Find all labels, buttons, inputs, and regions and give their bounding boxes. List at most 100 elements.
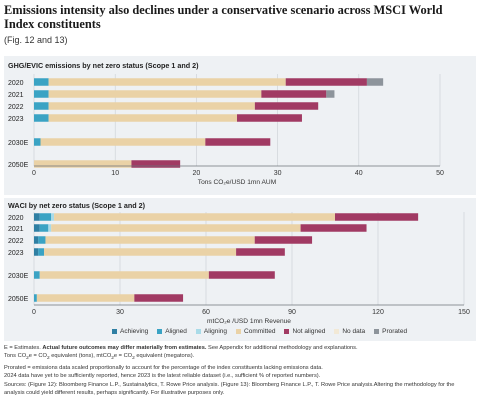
waci-x-axis-title: mtCO₂e /USD 1mn Revenue <box>207 318 291 325</box>
waci-bar-2020-achieving <box>34 213 40 221</box>
ghg-bar-2050e-not-aligned <box>131 160 181 168</box>
waci-bar-2020-aligned <box>39 213 52 221</box>
ghg-evic-chart-panel: GHG/EVIC emissions by net zero status (S… <box>4 56 476 195</box>
waci-chart-title: WACI by net zero status (Scope 1 and 2) <box>8 201 146 210</box>
waci-category-label-2022: 2022 <box>8 238 24 245</box>
ghg-category-label-2050e: 2050E <box>8 162 29 169</box>
waci-tick-label-120: 120 <box>372 309 384 316</box>
ghg-bar-2023-aligned <box>34 114 49 122</box>
waci-tick-label-90: 90 <box>288 309 296 316</box>
legend-label-committed: Committed <box>244 328 276 335</box>
waci-bar-2022-aligned <box>38 236 46 244</box>
ghg-bar-2021-prorated <box>326 90 335 98</box>
ghg-bar-2023-not-aligned <box>237 114 302 122</box>
ghg-category-label-2022: 2022 <box>8 104 24 111</box>
legend-label-prorated: Prorated <box>382 328 408 335</box>
ghg-bar-2022-committed <box>48 102 255 110</box>
waci-bar-2021-aligned <box>39 224 49 232</box>
legend-swatch-prorated <box>374 329 380 334</box>
waci-chart: WACI by net zero status (Scope 1 and 2) 2… <box>8 201 470 325</box>
ghg-bar-2022-aligned <box>34 102 49 110</box>
ghg-tick-label-50: 50 <box>436 170 444 177</box>
waci-tick-label-60: 60 <box>202 309 210 316</box>
waci-tick-label-150: 150 <box>458 309 470 316</box>
ghg-bar-2030e-aligned <box>34 138 41 146</box>
ghg-tick-label-40: 40 <box>355 170 363 177</box>
ghg-bar-2030e-not-aligned <box>205 138 271 146</box>
ghg-evic-chart: GHG/EVIC emissions by net zero status (S… <box>8 61 444 186</box>
footnote-prorated: Prorated = emissions data scaled proport… <box>4 364 323 371</box>
waci-bar-2023-not-aligned <box>236 248 285 256</box>
waci-bar-2020-aligning <box>51 213 55 221</box>
legend-swatch-committed <box>236 329 242 334</box>
waci-bar-2022-achieving <box>34 236 39 244</box>
ghg-bar-2050e-committed <box>34 160 132 168</box>
page-title: Emissions intensity also declines under … <box>4 3 443 31</box>
ghg-bar-2021-aligned <box>34 90 49 98</box>
waci-bar-2030e-aligned <box>34 271 40 279</box>
waci-bar-2021-not-aligned <box>300 224 367 232</box>
legend-item-aligned: Aligned <box>157 328 187 335</box>
waci-bar-2030e-not-aligned <box>208 271 275 279</box>
ghg-bar-2020-not-aligned <box>285 78 367 86</box>
chart-legend: Achieving Aligned Aligning Committed Not ali… <box>112 328 407 335</box>
ghg-bar-2021-not-aligned <box>261 90 327 98</box>
ghg-bar-2022-not-aligned <box>254 102 319 110</box>
waci-category-label-2020: 2020 <box>8 215 24 222</box>
legend-swatch-aligned <box>157 329 163 334</box>
waci-bar-2050e-aligned <box>34 294 37 302</box>
ghg-tick-label-30: 30 <box>274 170 282 177</box>
footnote-2024-data: 2024 data have yet to be sufficiently re… <box>4 373 321 380</box>
ghg-bar-2020-committed <box>48 78 286 86</box>
waci-bar-2023-achieving <box>34 248 39 256</box>
ghg-x-axis-title: Tons CO₂e/USD 1mn AUM <box>198 179 276 186</box>
legend-item-achieving: Achieving <box>112 328 148 335</box>
waci-bar-2030e-committed <box>39 271 209 279</box>
waci-category-label-2030e: 2030E <box>8 273 29 280</box>
ghg-tick-label-10: 10 <box>111 170 119 177</box>
footnote-estimates: E = Estimates. Actual future outcomes ma… <box>4 345 358 351</box>
legend-item-committed: Committed <box>236 328 275 335</box>
waci-bar-2050e-committed <box>36 294 135 302</box>
ghg-bar-2020-prorated <box>366 78 384 86</box>
legend-swatch-not-aligned <box>284 329 290 334</box>
ghg-category-label-2023: 2023 <box>8 116 24 123</box>
waci-bar-2021-committed <box>51 224 301 232</box>
legend-label-aligned: Aligned <box>165 328 187 335</box>
waci-category-label-2050e: 2050E <box>8 296 29 303</box>
legend-label-no-data: No data <box>342 328 366 335</box>
waci-tick-label-0: 0 <box>32 309 36 316</box>
waci-bar-2023-committed <box>44 248 237 256</box>
ghg-bar-2023-committed <box>48 114 238 122</box>
legend-item-no-data: No data <box>334 328 365 335</box>
legend-label-aligning: Aligning <box>203 328 228 335</box>
ghg-bar-2020-aligned <box>34 78 49 86</box>
waci-bar-2050e-not-aligned <box>134 294 184 302</box>
legend-swatch-achieving <box>112 329 117 334</box>
waci-bar-2020-committed <box>54 213 336 221</box>
waci-bar-2022-committed <box>45 236 255 244</box>
legend-swatch-no-data <box>334 329 340 334</box>
waci-bar-2020-not-aligned <box>335 213 419 221</box>
page-subtitle: (Fig. 12 and 13) <box>4 35 68 45</box>
waci-category-label-2023: 2023 <box>8 250 24 257</box>
ghg-category-label-2020: 2020 <box>8 80 24 87</box>
legend-item-prorated: Prorated <box>374 328 407 335</box>
ghg-bar-2021-committed <box>48 90 262 98</box>
footnotes: E = Estimates. Actual future outcomes ma… <box>4 344 476 398</box>
waci-bar-2021-aligning <box>48 224 52 232</box>
legend-item-not-aligned: Not aligned <box>284 328 325 335</box>
waci-bar-2021-achieving <box>34 224 40 232</box>
ghg-tick-label-20: 20 <box>193 170 201 177</box>
footnote-sources: Sources: (Figure 12): Bloomberg Finance … <box>4 381 455 397</box>
legend-swatch-aligning <box>195 329 201 334</box>
waci-category-label-2021: 2021 <box>8 226 24 233</box>
waci-chart-panel: WACI by net zero status (Scope 1 and 2) 2… <box>4 198 476 341</box>
ghg-tick-label-0: 0 <box>32 170 36 177</box>
ghg-bar-2030e-committed <box>40 138 206 146</box>
legend-label-not-aligned: Not aligned <box>292 328 326 335</box>
legend-label-achieving: Achieving <box>120 328 149 335</box>
ghg-category-label-2021: 2021 <box>8 92 24 99</box>
ghg-chart-title: GHG/EVIC emissions by net zero status (S… <box>8 61 199 70</box>
footnote-units: Tons CO2e = CO2 equivalent (tons), mtCO2… <box>4 353 195 362</box>
